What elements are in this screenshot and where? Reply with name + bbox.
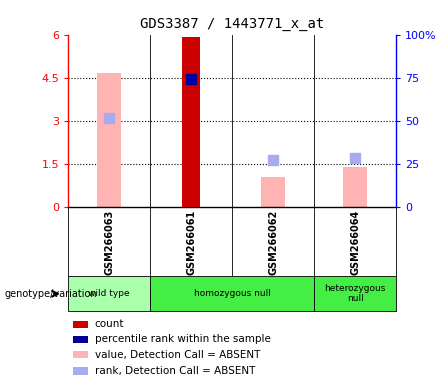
Bar <box>68 276 150 311</box>
Bar <box>73 351 88 359</box>
Text: homozygous null: homozygous null <box>194 289 271 298</box>
Bar <box>314 276 396 311</box>
Bar <box>261 177 286 207</box>
Bar <box>73 321 88 328</box>
Point <box>106 115 113 121</box>
Bar <box>150 276 314 311</box>
Point <box>352 156 359 162</box>
Text: genotype/variation: genotype/variation <box>4 289 97 299</box>
Bar <box>182 38 200 207</box>
Text: count: count <box>95 319 124 329</box>
Title: GDS3387 / 1443771_x_at: GDS3387 / 1443771_x_at <box>140 17 324 31</box>
Text: wild type: wild type <box>88 289 130 298</box>
Bar <box>73 367 88 374</box>
Point <box>187 76 194 82</box>
Text: GSM266064: GSM266064 <box>350 209 360 275</box>
Text: GSM266063: GSM266063 <box>104 209 114 275</box>
Text: GSM266062: GSM266062 <box>268 209 278 275</box>
Bar <box>73 336 88 343</box>
Bar <box>97 73 121 207</box>
Text: GSM266061: GSM266061 <box>186 209 196 275</box>
Text: value, Detection Call = ABSENT: value, Detection Call = ABSENT <box>95 350 260 360</box>
Bar <box>343 167 367 207</box>
Text: rank, Detection Call = ABSENT: rank, Detection Call = ABSENT <box>95 366 255 376</box>
Text: percentile rank within the sample: percentile rank within the sample <box>95 334 271 344</box>
Point <box>270 157 277 163</box>
Text: heterozygous
null: heterozygous null <box>324 284 386 303</box>
